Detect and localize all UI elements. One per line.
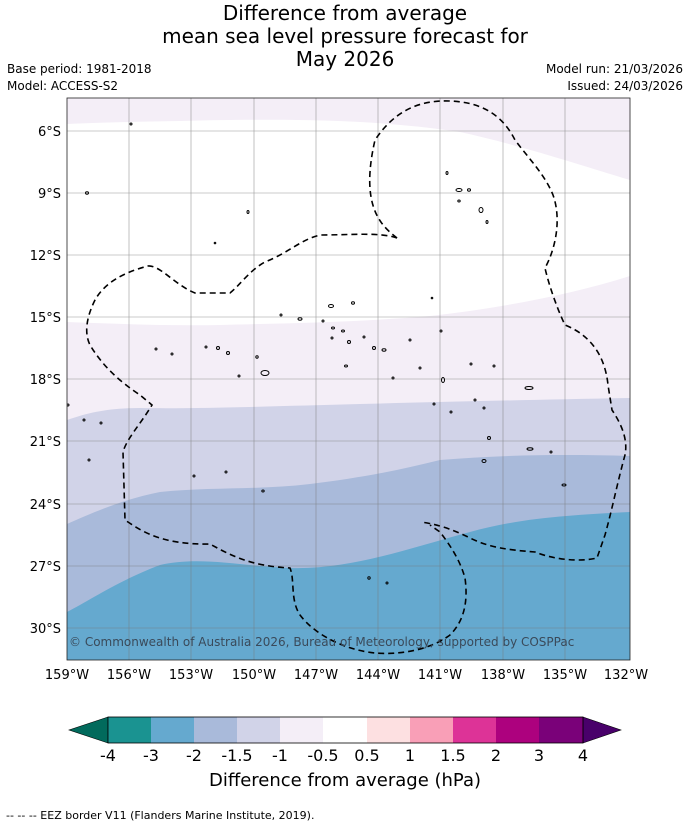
colorbar-segment	[410, 717, 453, 743]
copyright-label: © Commonwealth of Australia 2026, Bureau…	[69, 635, 574, 649]
eez-french-polynesia	[85, 233, 467, 655]
colorbar-segment	[108, 717, 151, 743]
colorbar-tick-label: -2	[186, 746, 202, 765]
graticule	[67, 98, 630, 660]
band-positive-north	[67, 98, 630, 180]
map-title-line1: Difference from average	[222, 1, 468, 25]
lon-label: 153°W	[169, 668, 213, 683]
issued-label: Issued: 24/03/2026	[567, 79, 683, 93]
colorbar-tick-label: -3	[143, 746, 159, 765]
lat-label: 27°S	[30, 560, 61, 575]
colorbar-segment	[323, 717, 367, 743]
colorbar-segment	[237, 717, 280, 743]
lat-label: 18°S	[30, 373, 61, 388]
map-frame	[66, 97, 631, 661]
lat-label: 9°S	[38, 187, 61, 202]
lat-label: 30°S	[30, 622, 61, 637]
colorbar-title: Difference from average (hPa)	[208, 770, 482, 791]
colorbar-segment	[194, 717, 237, 743]
colorbar-ticks: -4 -3 -2 -1.5 -1 -0.5 0.5 1 1.5 2 3 4	[100, 746, 588, 765]
base-period-label: Base period: 1981-2018	[7, 62, 152, 76]
lon-label: 138°W	[481, 668, 525, 683]
colorbar-tick-label: 4	[578, 746, 588, 765]
lat-label: 6°S	[38, 125, 61, 140]
lat-label: 24°S	[30, 498, 61, 513]
eez-footnote: -- -- -- EEZ border V11 (Flanders Marine…	[6, 809, 315, 822]
islands	[67, 122, 567, 585]
map-title-line3: May 2026	[295, 47, 395, 71]
latitude-axis: 6°S 9°S 12°S 15°S 18°S 21°S 24°S 27°S 30…	[30, 125, 61, 637]
colorbar-frame	[107, 716, 584, 744]
colorbar-tick-label: -4	[100, 746, 116, 765]
lon-label: 141°W	[418, 668, 462, 683]
colorbar-tick-label: -1.5	[221, 746, 252, 765]
lat-label: 21°S	[30, 435, 61, 450]
colorbar-segment	[453, 717, 496, 743]
colorbar-tick-label: 2	[491, 746, 501, 765]
colorbar-tick-label: 3	[534, 746, 544, 765]
lat-label: 15°S	[30, 311, 61, 326]
lon-label: 156°W	[107, 668, 151, 683]
lon-label: 132°W	[604, 668, 648, 683]
colorbar-segment	[496, 717, 539, 743]
anomaly-contours: © Commonwealth of Australia 2026, Bureau…	[67, 98, 630, 660]
map-title-line2: mean sea level pressure forecast for	[162, 24, 528, 48]
colorbar-extend-high	[582, 716, 622, 744]
colorbar-tick-label: -0.5	[307, 746, 338, 765]
colorbar-segment	[280, 717, 323, 743]
colorbar: -4 -3 -2 -1.5 -1 -0.5 0.5 1 1.5 2 3 4	[68, 716, 622, 765]
longitude-axis: 159°W 156°W 153°W 150°W 147°W 144°W 141°…	[45, 668, 648, 683]
lon-label: 135°W	[543, 668, 587, 683]
lon-label: 159°W	[45, 668, 89, 683]
colorbar-segment	[151, 717, 194, 743]
colorbar-segment	[539, 717, 583, 743]
lon-label: 150°W	[232, 668, 276, 683]
lon-label: 144°W	[356, 668, 400, 683]
colorbar-tick-label: -1	[272, 746, 288, 765]
colorbar-extend-low	[68, 716, 109, 744]
colorbar-tick-label: 0.5	[354, 746, 379, 765]
colorbar-segment	[367, 717, 410, 743]
model-run-label: Model run: 21/03/2026	[545, 62, 683, 76]
eez-cook-islands	[368, 100, 627, 561]
band-minus-2	[67, 512, 630, 660]
lat-label: 12°S	[30, 249, 61, 264]
lon-label: 147°W	[294, 668, 338, 683]
eez-border	[85, 100, 627, 655]
colorbar-tick-label: 1	[405, 746, 415, 765]
model-label: Model: ACCESS-S2	[7, 79, 119, 93]
colorbar-tick-label: 1.5	[440, 746, 465, 765]
